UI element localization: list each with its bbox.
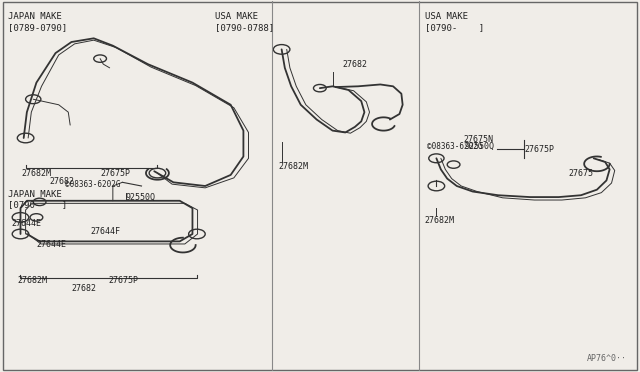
- Text: 27682: 27682: [342, 60, 367, 69]
- Text: USA MAKE
[0790-    ]: USA MAKE [0790- ]: [425, 13, 484, 32]
- Text: 27682M: 27682M: [22, 169, 52, 179]
- Text: 27675: 27675: [568, 169, 593, 179]
- Text: JAPAN MAKE
[0790-    ]: JAPAN MAKE [0790- ]: [8, 190, 67, 209]
- Text: 27675N: 27675N: [463, 135, 493, 144]
- Text: 27644E: 27644E: [36, 240, 67, 248]
- Text: 27675P: 27675P: [100, 169, 130, 179]
- Text: 27682M: 27682M: [278, 162, 308, 171]
- Text: 27675P: 27675P: [108, 276, 138, 285]
- Text: 27682M: 27682M: [17, 276, 47, 285]
- Text: 27675P: 27675P: [525, 145, 555, 154]
- Text: 27644F: 27644F: [90, 227, 120, 235]
- Text: 92550Q: 92550Q: [125, 193, 156, 202]
- Text: JAPAN MAKE
[0789-0790]: JAPAN MAKE [0789-0790]: [8, 13, 67, 32]
- Text: 27682: 27682: [49, 177, 74, 186]
- Text: 27644E: 27644E: [11, 219, 41, 228]
- Text: AP76^0··: AP76^0··: [588, 354, 627, 363]
- Text: ©08363-6202G: ©08363-6202G: [427, 142, 483, 151]
- Text: USA MAKE
[0790-0788]: USA MAKE [0790-0788]: [215, 13, 274, 32]
- Text: 27682: 27682: [72, 284, 97, 293]
- Text: ©08363-6202G: ©08363-6202G: [65, 180, 120, 189]
- Text: 92550Q: 92550Q: [465, 142, 495, 151]
- Text: 27682M: 27682M: [425, 215, 455, 225]
